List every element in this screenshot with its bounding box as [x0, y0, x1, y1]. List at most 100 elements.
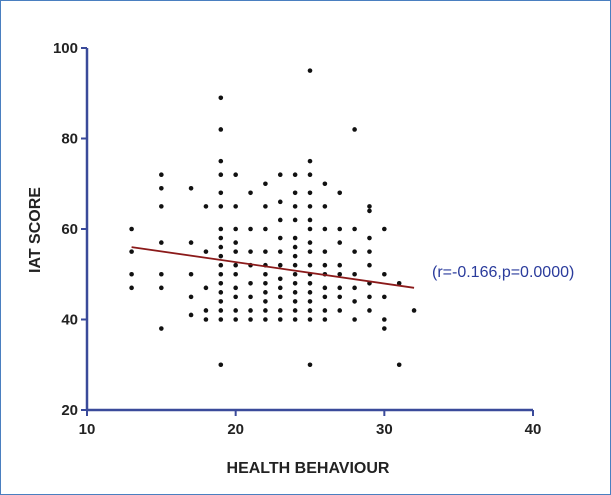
data-point: [322, 308, 328, 313]
data-point: [337, 271, 343, 277]
data-point: [263, 226, 268, 232]
data-point: [188, 185, 194, 191]
data-point: [307, 249, 313, 254]
data-point: [248, 308, 253, 313]
data-point: [277, 317, 283, 322]
data-point: [292, 299, 298, 304]
data-point: [218, 172, 224, 177]
data-point: [292, 244, 298, 250]
y-tick-label: 40: [61, 312, 78, 329]
data-point: [277, 235, 283, 241]
data-point: [218, 271, 224, 277]
data-point: [248, 281, 253, 286]
data-point: [292, 204, 298, 209]
data-point: [292, 317, 298, 322]
data-point: [277, 262, 283, 268]
data-point: [382, 317, 387, 322]
data-point: [263, 308, 268, 313]
data-point: [263, 271, 268, 277]
data-point: [233, 204, 238, 209]
data-point: [352, 127, 357, 132]
y-tick-label: 100: [53, 40, 78, 57]
data-point: [292, 172, 298, 177]
data-point: [396, 281, 402, 286]
data-point: [203, 249, 209, 254]
data-point: [292, 217, 298, 223]
data-point: [337, 294, 343, 300]
data-points: [129, 68, 417, 368]
data-point: [352, 299, 357, 304]
data-point: [203, 285, 209, 291]
data-point: [292, 190, 298, 196]
data-point: [218, 308, 224, 313]
data-point: [292, 290, 298, 295]
data-point: [233, 285, 238, 291]
data-point: [307, 299, 313, 304]
data-point: [277, 199, 283, 205]
data-point: [307, 204, 313, 209]
data-point: [277, 172, 283, 177]
data-point: [322, 204, 328, 209]
data-point: [233, 249, 238, 254]
data-point: [248, 249, 253, 254]
data-point: [129, 271, 134, 277]
data-point: [382, 226, 387, 232]
data-point: [322, 226, 328, 232]
data-point: [382, 294, 387, 300]
data-point: [277, 308, 283, 313]
data-point: [218, 317, 224, 322]
x-axis-title: HEALTH BEHAVIOUR: [227, 460, 390, 477]
data-point: [218, 253, 224, 259]
data-point: [159, 326, 164, 331]
correlation-annotation: (r=-0.166,p=0.0000): [432, 264, 574, 281]
data-point: [263, 249, 268, 254]
data-point: [307, 190, 313, 196]
data-point: [218, 127, 224, 132]
data-point: [292, 235, 298, 241]
data-point: [188, 294, 194, 300]
data-point: [248, 294, 253, 300]
data-point: [411, 308, 417, 313]
data-point: [248, 190, 253, 196]
data-point: [263, 181, 268, 187]
data-point: [367, 208, 372, 214]
data-point: [382, 271, 387, 277]
data-point: [352, 317, 357, 322]
data-point: [307, 317, 313, 322]
data-point: [263, 281, 268, 286]
data-point: [203, 317, 209, 322]
data-point: [218, 299, 224, 304]
data-point: [218, 226, 224, 232]
x-tick-label: 10: [79, 421, 96, 438]
data-point: [233, 317, 238, 322]
data-point: [322, 262, 328, 268]
data-point: [307, 158, 313, 164]
data-point: [307, 240, 313, 245]
data-point: [322, 181, 328, 187]
data-point: [307, 68, 313, 73]
data-point: [307, 281, 313, 286]
data-point: [337, 285, 343, 291]
data-point: [367, 235, 372, 241]
data-point: [337, 240, 343, 245]
data-point: [203, 308, 209, 313]
regression-line: [131, 246, 415, 289]
x-tick-label: 20: [227, 421, 244, 438]
data-point: [382, 326, 387, 331]
y-tick-label: 60: [61, 221, 78, 238]
data-point: [248, 226, 253, 232]
data-point: [218, 281, 224, 286]
y-tick-label: 20: [61, 402, 78, 419]
data-point: [203, 204, 209, 209]
data-point: [277, 217, 283, 223]
data-point: [337, 262, 343, 268]
data-point: [307, 290, 313, 295]
data-point: [218, 235, 224, 241]
data-point: [277, 249, 283, 254]
data-point: [367, 308, 372, 313]
regression-line-group: [131, 246, 415, 289]
y-axis-title: IAT SCORE: [27, 187, 44, 273]
